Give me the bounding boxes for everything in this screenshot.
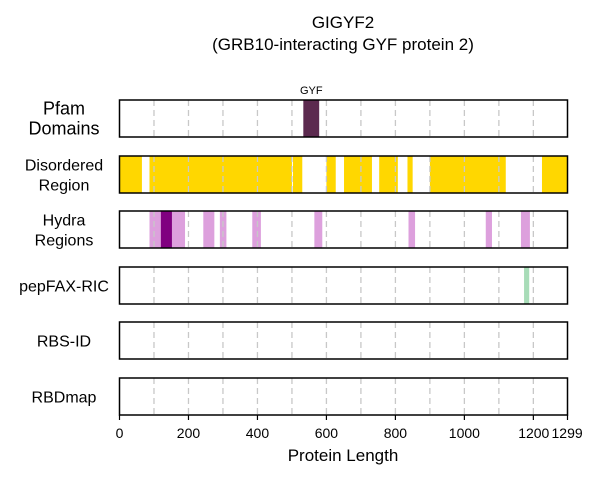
segment [149,156,292,193]
track-label-line: pepFAX-RIC [19,279,109,296]
segment [524,267,530,304]
track-label-line: Region [39,178,90,195]
tracks-layer: GYF Pfam Domains Disordered Region Hydra Regio… [19,85,569,416]
track-label-line: RBDmap [32,390,97,407]
track-pepfax-ric: pepFAX-RIC [19,266,569,305]
x-tick-label: 200 [177,425,201,441]
track-background [119,267,568,304]
track-pfam-domains: GYF Pfam Domains [28,85,569,139]
x-tick-label: 1200 [518,425,549,441]
segment [379,156,398,193]
track-label-line: Disordered [25,158,103,175]
x-axis-label: Protein Length [288,446,399,465]
track-hydra-regions: Hydra Regions [35,210,569,250]
segment [119,156,142,193]
track-background [119,100,568,137]
track-label: pepFAX-RIC [19,279,109,296]
segment [303,100,320,137]
segment [520,211,530,248]
segment [252,211,261,248]
segment [485,211,492,248]
track-label: Pfam Domains [28,99,99,139]
x-tick-label: 1299 [552,425,583,441]
track-background [119,322,568,359]
segment [203,211,215,248]
domain-label: GYF [300,85,323,97]
segment [541,156,568,193]
track-label-line: Domains [28,119,99,139]
segment [292,156,303,193]
track-label-line: Regions [35,233,94,250]
segment [407,156,413,193]
x-tick-label: 0 [116,425,124,441]
x-tick-label: 600 [315,425,339,441]
track-frame [118,99,569,138]
segment [314,211,323,248]
x-tick-label: 400 [246,425,270,441]
segment [219,211,227,248]
track-label-line: RBS-ID [37,334,91,351]
track-background [119,211,568,248]
track-frame [118,266,569,305]
segment [429,156,506,193]
segment [344,156,372,193]
track-label-line: Pfam [43,99,85,119]
track-background [119,378,568,415]
chart-subtitle: (GRB10-interacting GYF protein 2) [212,35,474,54]
x-tick-label: 800 [384,425,408,441]
track-disordered-region: Disordered Region [25,155,569,195]
track-frame [118,155,569,194]
track-frame [118,377,569,416]
track-rbs-id: RBS-ID [37,321,569,360]
chart-title: GIGYF2 [312,13,374,32]
x-tick-label: 1000 [449,425,480,441]
x-axis: 0 200 400 600 800 1000 1200 1299 [116,415,583,441]
segment [160,211,172,248]
track-label: RBDmap [32,390,97,407]
segment [326,156,336,193]
track-label: RBS-ID [37,334,91,351]
track-frame [118,321,569,360]
track-rbdmap: RBDmap [32,377,569,416]
track-label-line: Hydra [43,213,86,230]
track-label: Disordered Region [25,158,103,195]
segment [408,211,416,248]
track-frame [118,210,569,249]
track-label: Hydra Regions [35,213,94,250]
